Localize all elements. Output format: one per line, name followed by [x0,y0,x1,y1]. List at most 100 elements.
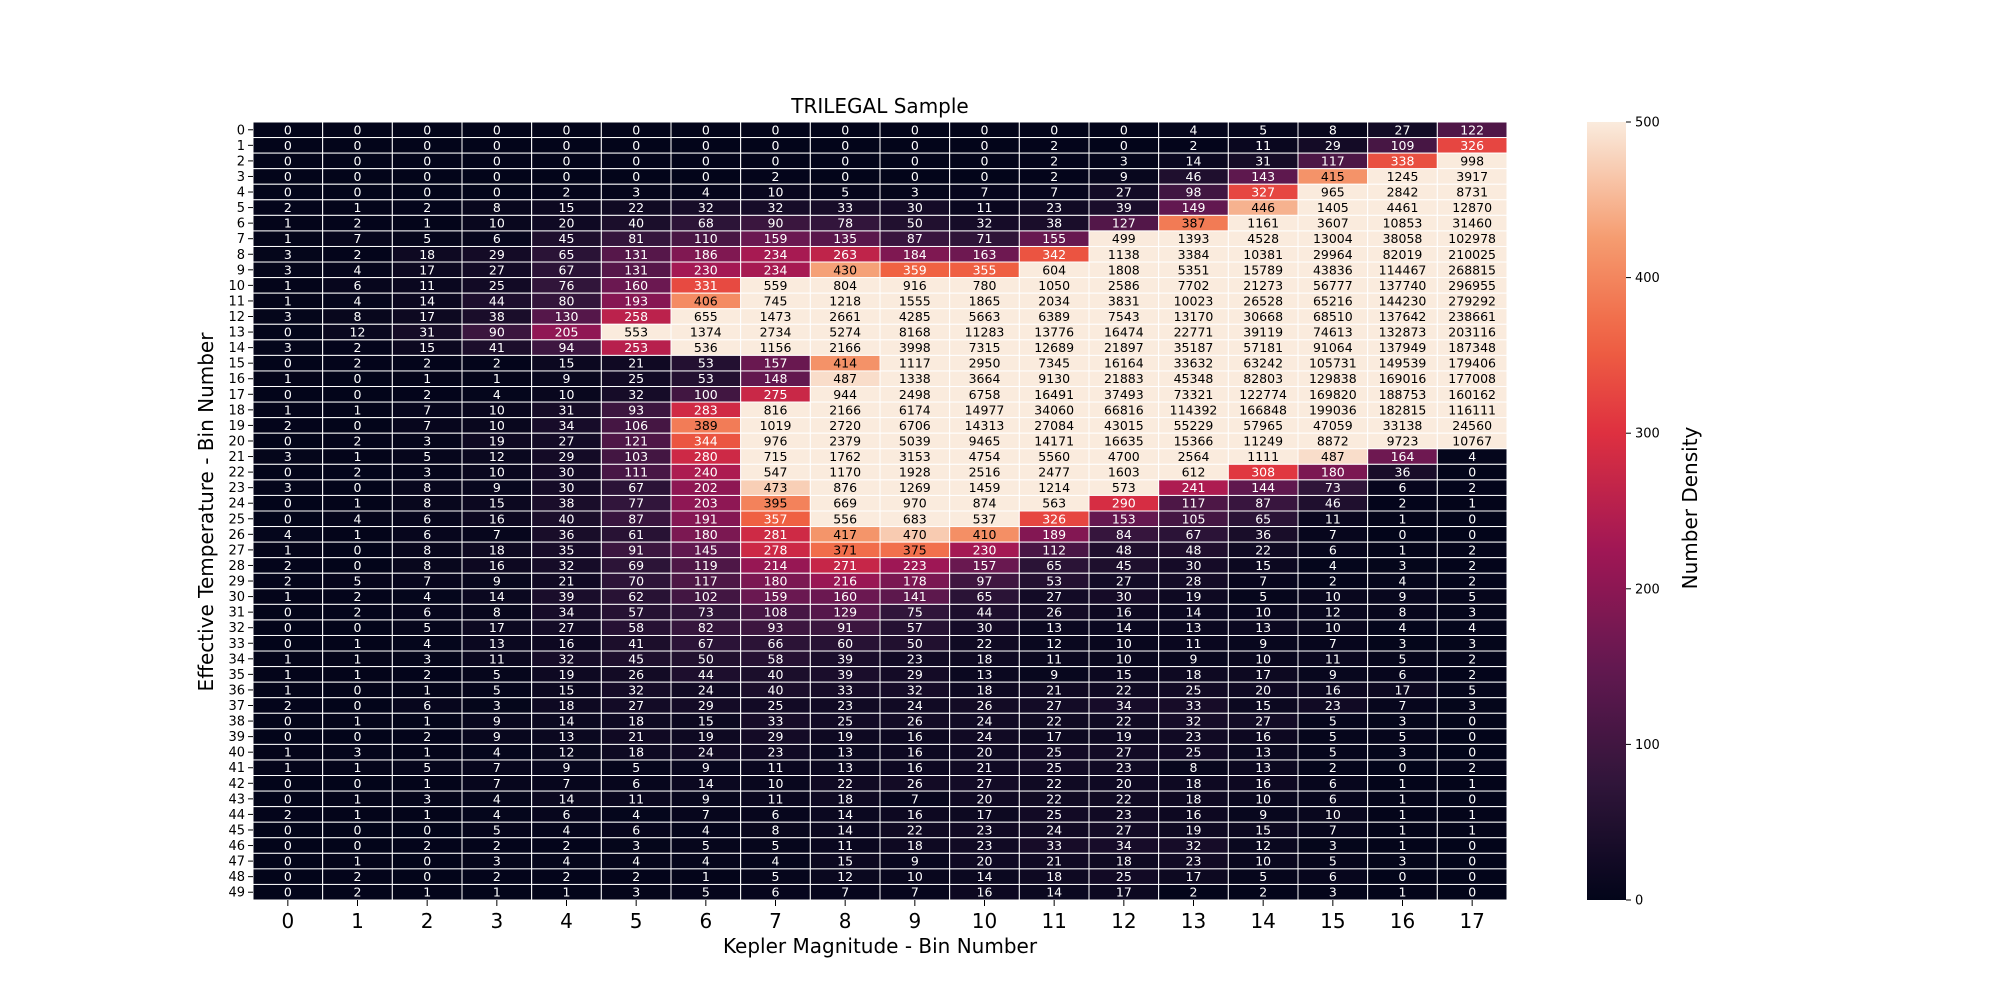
cell-value-label: 0 [1399,527,1407,542]
cell-value-label: 15 [559,682,575,697]
cell-value-label: 16164 [1104,356,1144,371]
cell-value-label: 4 [1399,620,1407,635]
cell-value-label: 6 [563,807,571,822]
cell-value-label: 105 [1182,511,1206,526]
cell-value-label: 14 [559,714,575,729]
cell-value-label: 137949 [1379,340,1427,355]
y-tick-label: 32 [228,621,245,636]
cell-value-label: 1 [284,760,292,775]
cell-value-label: 8168 [899,325,931,340]
cell-value-label: 16635 [1104,433,1144,448]
cell-value-label: 0 [284,433,292,448]
cell-value-label: 4 [354,511,362,526]
cell-value-label: 0 [354,480,362,495]
cell-value-label: 1 [1468,496,1476,511]
cell-value-label: 3 [632,185,640,200]
colorbar [1587,122,1626,900]
cell-value-label: 0 [354,169,362,184]
cell-value-label: 25 [768,698,784,713]
cell-value-label: 1 [423,714,431,729]
cell-value-label: 14171 [1034,433,1074,448]
cell-value-label: 0 [841,138,849,153]
cell-value-label: 14 [559,791,575,806]
cell-value-label: 2 [354,247,362,262]
cell-value-label: 371 [833,542,857,557]
cell-value-label: 19 [698,729,714,744]
cell-value-label: 24 [907,698,923,713]
cell-value-label: 1 [284,682,292,697]
cell-value-label: 2 [493,356,501,371]
y-tick-label: 1 [237,139,245,154]
cell-value-label: 11 [419,278,435,293]
cell-value-label: 148 [764,371,788,386]
cell-value-label: 2 [1468,574,1476,589]
cell-value-label: 23 [907,651,923,666]
cell-value-label: 5 [1259,122,1267,137]
cell-value-label: 0 [284,122,292,137]
cell-value-label: 3 [284,262,292,277]
cell-value-label: 25 [1116,869,1132,884]
cell-value-label: 9 [702,791,710,806]
cell-value-label: 21 [1046,682,1062,697]
cell-value-label: 97 [977,574,993,589]
cell-value-label: 0 [284,169,292,184]
cell-value-label: 1 [284,371,292,386]
cell-value-label: 21 [628,356,644,371]
cell-value-label: 16 [907,760,923,775]
cell-value-label: 69 [628,558,644,573]
cell-value-label: 117 [1321,153,1345,168]
y-tick-label: 9 [237,263,245,278]
cell-value-label: 3917 [1456,169,1488,184]
cell-value-label: 223 [903,558,927,573]
cell-value-label: 169016 [1379,371,1427,386]
cell-value-label: 2 [284,807,292,822]
y-tick-label: 18 [228,403,245,418]
cell-value-label: 6 [632,776,640,791]
cell-value-label: 1 [284,589,292,604]
cell-value-label: 22 [977,636,993,651]
cell-value-label: 7 [1329,527,1337,542]
cell-value-label: 1393 [1178,231,1210,246]
cell-value-label: 121 [624,433,648,448]
cell-value-label: 342 [1042,247,1066,262]
cell-value-label: 536 [694,340,718,355]
cell-value-label: 29 [559,449,575,464]
cell-value-label: 6389 [1038,309,1070,324]
cell-value-label: 203 [694,496,718,511]
cell-value-label: 0 [284,511,292,526]
cell-value-label: 27 [1116,574,1132,589]
cell-value-label: 415 [1321,169,1345,184]
cell-value-label: 11 [1325,651,1341,666]
cell-value-label: 5663 [969,309,1001,324]
y-tick-label: 0 [237,123,245,138]
cell-value-label: 7 [1259,574,1267,589]
cell-value-label: 2 [423,667,431,682]
y-tick-label: 24 [228,497,245,512]
cell-value-label: 45348 [1174,371,1214,386]
y-tick-label: 15 [228,357,245,372]
cell-value-label: 0 [354,822,362,837]
cell-value-label: 3998 [899,340,931,355]
colorbar-tick-label: 200 [1635,582,1660,597]
cell-value-label: 43836 [1313,262,1353,277]
y-tick-label: 46 [228,839,245,854]
cell-value-label: 7 [1329,822,1337,837]
cell-value-label: 1050 [1038,278,1070,293]
cell-value-label: 1269 [899,480,931,495]
y-tick-label: 13 [228,326,245,341]
cell-value-label: 1 [354,636,362,651]
cell-value-label: 22 [1046,791,1062,806]
cell-value-label: 4 [563,854,571,869]
cell-value-label: 178 [903,574,927,589]
cell-value-label: 1473 [760,309,792,324]
x-tick-label: 11 [1041,909,1066,933]
cell-value-label: 9 [1399,589,1407,604]
cell-value-label: 470 [903,527,927,542]
cell-value-label: 965 [1321,185,1345,200]
cell-value-label: 0 [354,387,362,402]
cell-value-label: 48 [1186,542,1202,557]
y-tick-label: 27 [228,543,245,558]
cell-value-label: 5 [772,838,780,853]
cell-value-label: 278 [764,542,788,557]
cell-value-label: 0 [354,542,362,557]
